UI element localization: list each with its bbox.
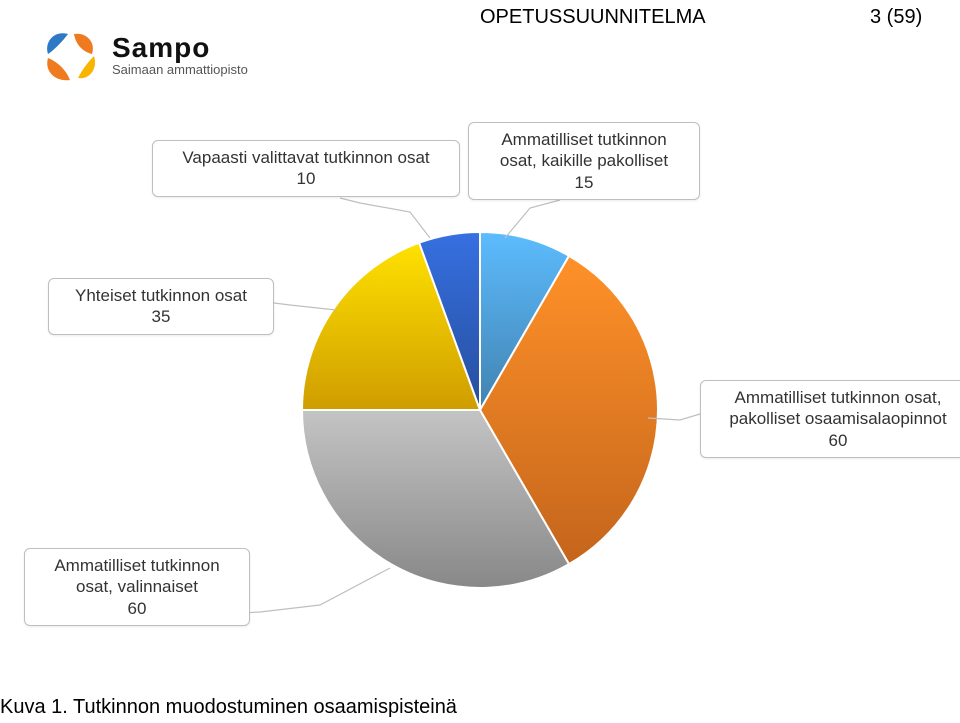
callout-label: Vapaasti valittavat tutkinnon osat <box>165 147 447 168</box>
callout-value: 15 <box>481 172 687 193</box>
callout-box: Yhteiset tutkinnon osat35 <box>48 278 274 335</box>
callout-value: 60 <box>713 430 960 451</box>
callout-value: 35 <box>61 306 261 327</box>
callout-label: Yhteiset tutkinnon osat <box>61 285 261 306</box>
callout-value: 10 <box>165 168 447 189</box>
callout-label: Ammatilliset tutkinnon osat,pakolliset o… <box>713 387 960 430</box>
callout-box: Ammatilliset tutkinnonosat, valinnaiset6… <box>24 548 250 626</box>
document-page: OPETUSSUUNNITELMA 3 (59) Sampo Saimaan a… <box>0 0 960 723</box>
callout-box: Ammatilliset tutkinnon osat,pakolliset o… <box>700 380 960 458</box>
callout-box: Ammatilliset tutkinnonosat, kaikille pak… <box>468 122 700 200</box>
callout-value: 60 <box>37 598 237 619</box>
callout-label: Ammatilliset tutkinnonosat, kaikille pak… <box>481 129 687 172</box>
callout-leader <box>505 200 560 238</box>
callout-box: Vapaasti valittavat tutkinnon osat10 <box>152 140 460 197</box>
callout-label: Ammatilliset tutkinnonosat, valinnaiset <box>37 555 237 598</box>
figure-caption: Kuva 1. Tutkinnon muodostuminen osaamisp… <box>0 696 457 719</box>
callout-leader <box>340 198 430 238</box>
